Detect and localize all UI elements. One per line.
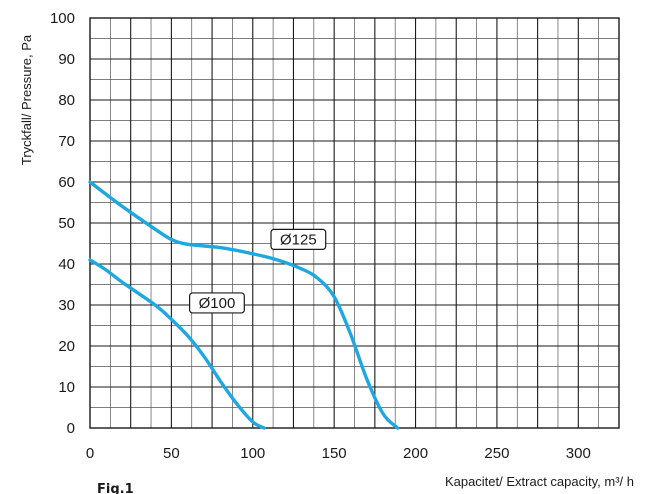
y-tick-label: 50 xyxy=(58,215,75,232)
series-0-label-box xyxy=(270,228,327,250)
x-tick-label: 250 xyxy=(484,445,509,462)
plot-frame xyxy=(89,17,620,429)
series-0-label-text: Ø125 xyxy=(280,231,317,248)
x-tick-label: 150 xyxy=(322,445,347,462)
series-1-label: Ø100 xyxy=(189,292,245,314)
major-grid xyxy=(90,18,619,428)
y-tick-label: 0 xyxy=(67,420,75,437)
y-tick-label: 40 xyxy=(58,256,75,273)
y-tick-label: 80 xyxy=(58,92,75,109)
y-tick-label: 70 xyxy=(58,133,75,150)
x-tick-label: 100 xyxy=(240,445,265,462)
y-tick-label: 100 xyxy=(50,10,75,27)
y-tick-label: 30 xyxy=(58,297,75,314)
y-tick-label: 20 xyxy=(58,338,75,355)
curve-labels: Ø125 Ø100 xyxy=(189,228,327,314)
series-layer xyxy=(88,180,400,430)
y-tick-label: 90 xyxy=(58,51,75,68)
y-tick-label: 60 xyxy=(58,174,75,191)
series-1-label-text: Ø100 xyxy=(199,295,236,312)
y-tick-label: 10 xyxy=(58,379,75,396)
series-0-label: Ø125 xyxy=(270,228,327,250)
series-1-line xyxy=(88,258,266,430)
x-tick-label: 300 xyxy=(566,445,591,462)
plot-border xyxy=(89,17,620,429)
x-axis-label: Kapacitet/ Extract capacity, m³/ h xyxy=(445,474,634,489)
x-tick-labels: 0 50 100 150 200 250 300 xyxy=(86,445,591,462)
x-tick-label: 50 xyxy=(163,445,180,462)
x-tick-label: 200 xyxy=(403,445,428,462)
y-tick-labels: 0 10 20 30 40 50 60 70 80 90 100 xyxy=(50,10,75,437)
series-0-line xyxy=(88,180,400,430)
series-1-label-box xyxy=(189,292,245,314)
y-axis-label: Tryckfall/ Pressure, Pa xyxy=(19,34,34,165)
figure-label: Fig.1 xyxy=(97,482,134,494)
x-tick-label: 0 xyxy=(86,445,94,462)
